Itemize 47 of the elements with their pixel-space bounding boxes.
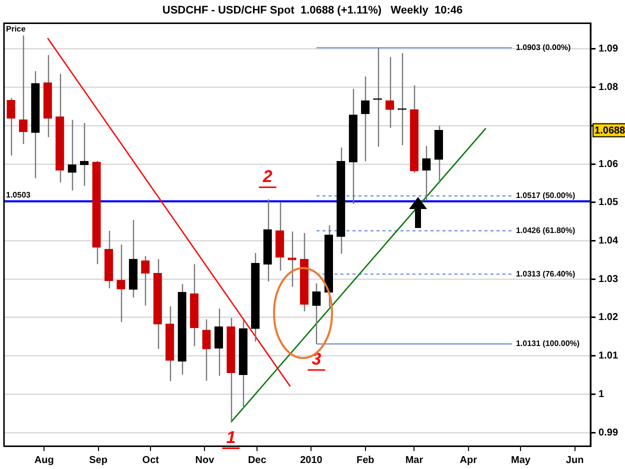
x-tick-label: Oct bbox=[142, 454, 160, 466]
candlestick bbox=[18, 34, 28, 145]
x-tick-label: Mar bbox=[405, 454, 424, 466]
candlestick bbox=[385, 56, 394, 129]
annotation: 2 bbox=[262, 166, 273, 186]
y-tick-label: 1.08 bbox=[598, 82, 618, 94]
annotation: 1 bbox=[226, 428, 236, 447]
y-axis-title: Price bbox=[6, 24, 26, 34]
y-tick-label: 1 bbox=[598, 388, 605, 400]
candlestick bbox=[141, 255, 150, 306]
x-tick-label: Aug bbox=[34, 454, 54, 466]
candlestick bbox=[68, 119, 76, 192]
candlestick bbox=[80, 122, 89, 186]
x-tick-label: Jun bbox=[566, 454, 584, 466]
x-tick-label: Sep bbox=[89, 454, 108, 466]
candlestick bbox=[312, 282, 321, 345]
y-tick-label: 1.03 bbox=[598, 274, 618, 285]
text: 1.0688 bbox=[594, 125, 625, 136]
ref-line-label: 1.0503 bbox=[6, 190, 32, 200]
y-tick-label: 1.02 bbox=[598, 312, 618, 324]
x-tick-label: May bbox=[510, 454, 531, 466]
x-tick-label: 2010 bbox=[300, 454, 323, 466]
series-label: 1.0131 (100.00%) bbox=[516, 339, 580, 348]
series-label: 1.0313 (76.40%) bbox=[516, 269, 576, 278]
x-tick-label: Apr bbox=[460, 454, 478, 466]
candlestick bbox=[361, 76, 370, 162]
candlestick bbox=[398, 52, 406, 146]
candlestick bbox=[6, 97, 16, 156]
candlestick bbox=[116, 244, 126, 323]
candlestick bbox=[422, 145, 431, 201]
y-tick-label: 1.05 bbox=[598, 197, 618, 208]
y-tick-label: 1.01 bbox=[598, 350, 618, 362]
series-label: 1.0426 (61.80%) bbox=[516, 226, 576, 235]
candlestick bbox=[288, 230, 296, 288]
candlestick bbox=[373, 47, 382, 148]
candlestick bbox=[202, 318, 211, 382]
candlestick bbox=[214, 308, 224, 376]
x-tick-label: Dec bbox=[248, 454, 267, 466]
y-tick-label: 1.06 bbox=[598, 158, 618, 170]
x-tick-label: Nov bbox=[195, 454, 215, 466]
series-label: 1.0517 (50.00%) bbox=[516, 191, 576, 200]
x-tick-label: Feb bbox=[356, 454, 374, 466]
y-tick-label: 0.99 bbox=[598, 427, 618, 438]
chart-title: USDCHF - USD/CHF Spot 1.0688 (+1.11%) Weekly 10:46 bbox=[162, 4, 463, 17]
y-tick-label: 1.04 bbox=[598, 235, 618, 246]
y-tick-label: 1.09 bbox=[598, 44, 618, 55]
series-label: 1.0903 (0.00%) bbox=[516, 42, 572, 52]
